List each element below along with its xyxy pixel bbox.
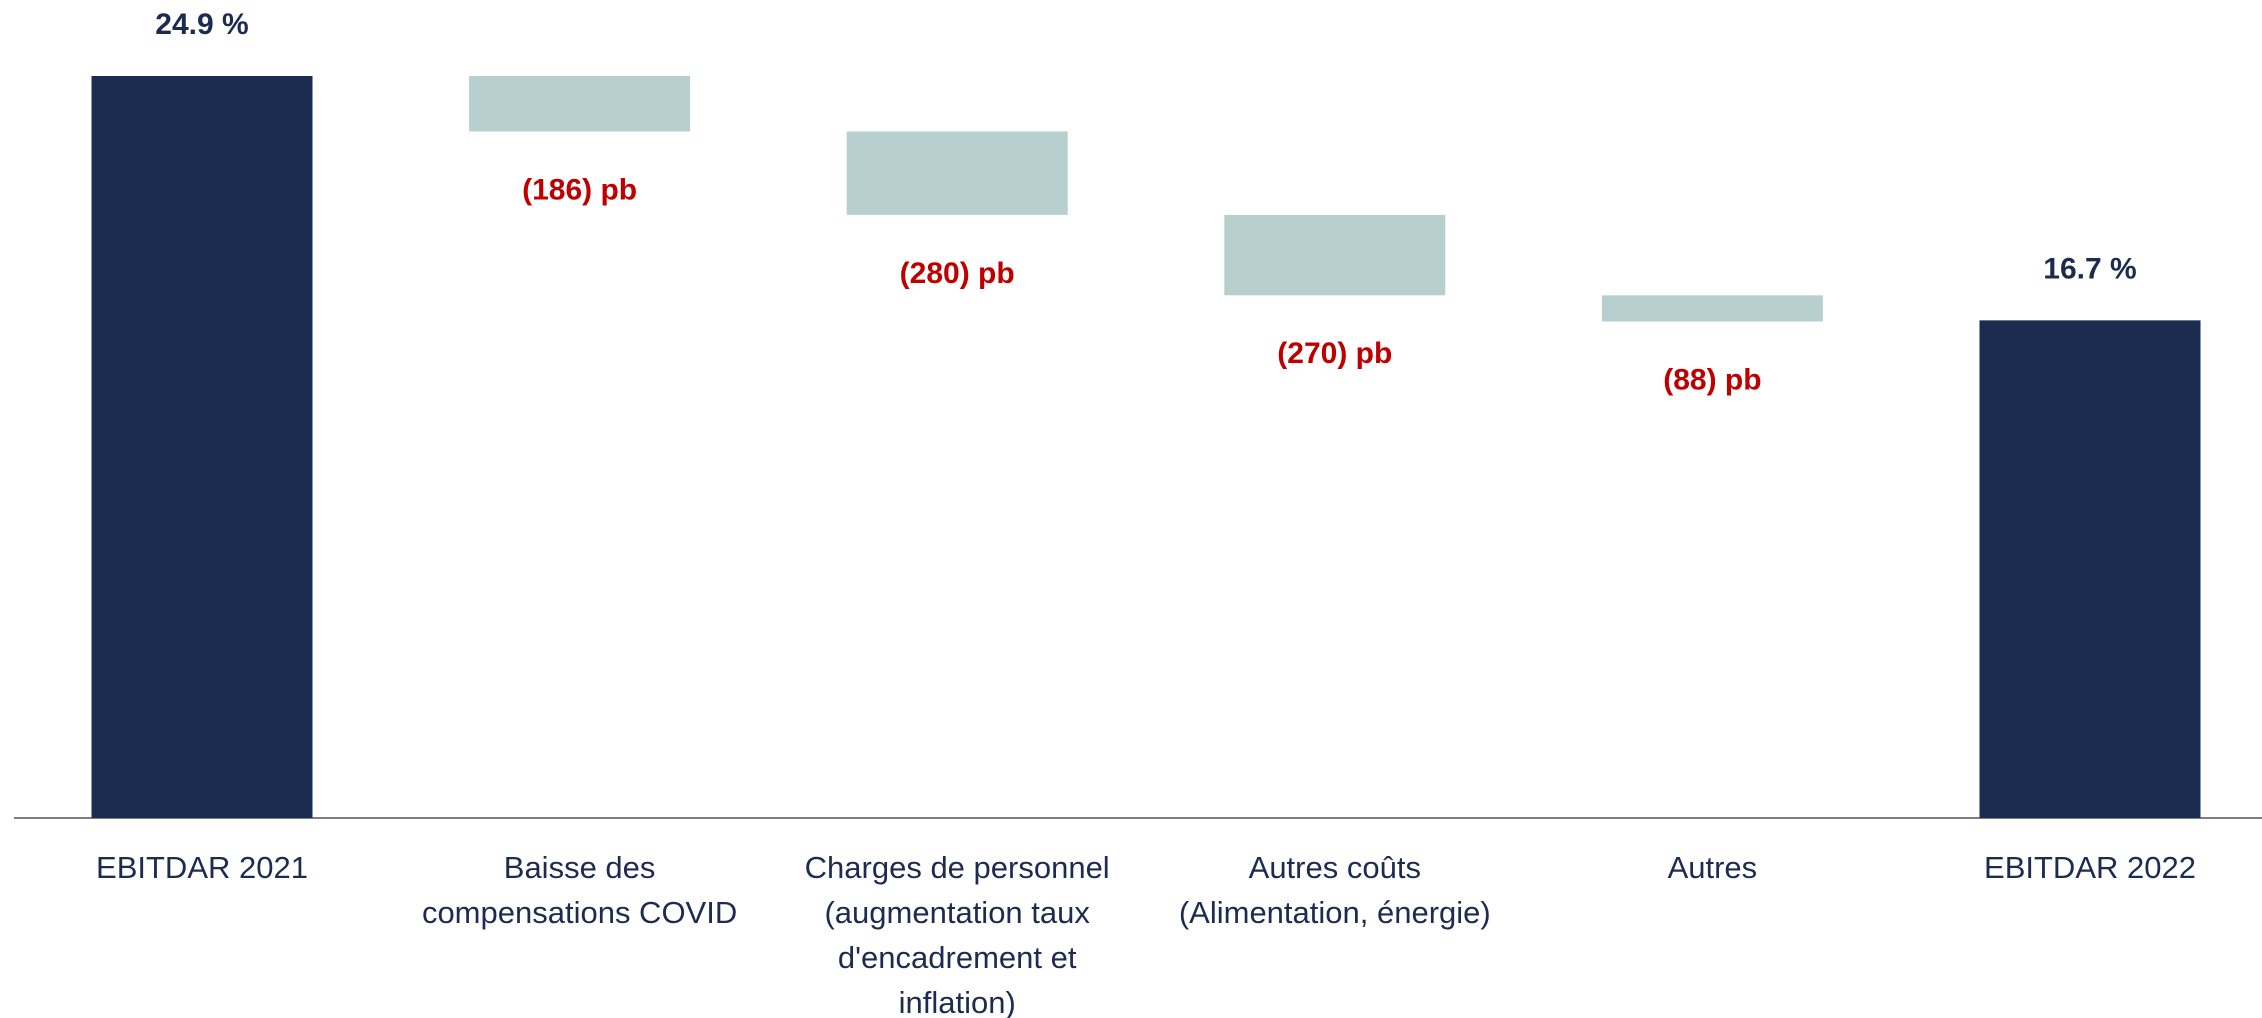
bar [469, 76, 691, 132]
bar [91, 76, 313, 818]
value-label: 24.9 % [155, 8, 248, 41]
bar [1601, 295, 1823, 322]
bar [1224, 214, 1446, 296]
x-tick-label: EBITDAR 2022 [1984, 850, 2196, 885]
value-label: (88) pb [1663, 363, 1761, 396]
value-label: (270) pb [1277, 337, 1392, 370]
value-label: 16.7 % [2043, 252, 2136, 285]
value-label: (186) pb [522, 173, 637, 206]
x-tick-label: Baisse des compensations COVID [421, 850, 738, 930]
x-tick-label: EBITDAR 2021 [96, 850, 308, 885]
x-tick-label: Autres [1667, 850, 1758, 885]
x-tick-label: Autres coûts (Alimentation, énergie) [1178, 850, 1491, 930]
x-tick-label: Charges de personnel (augmentation taux … [804, 850, 1110, 1018]
bar [1979, 320, 2201, 818]
value-label: (280) pb [900, 257, 1015, 290]
bar [846, 131, 1068, 215]
